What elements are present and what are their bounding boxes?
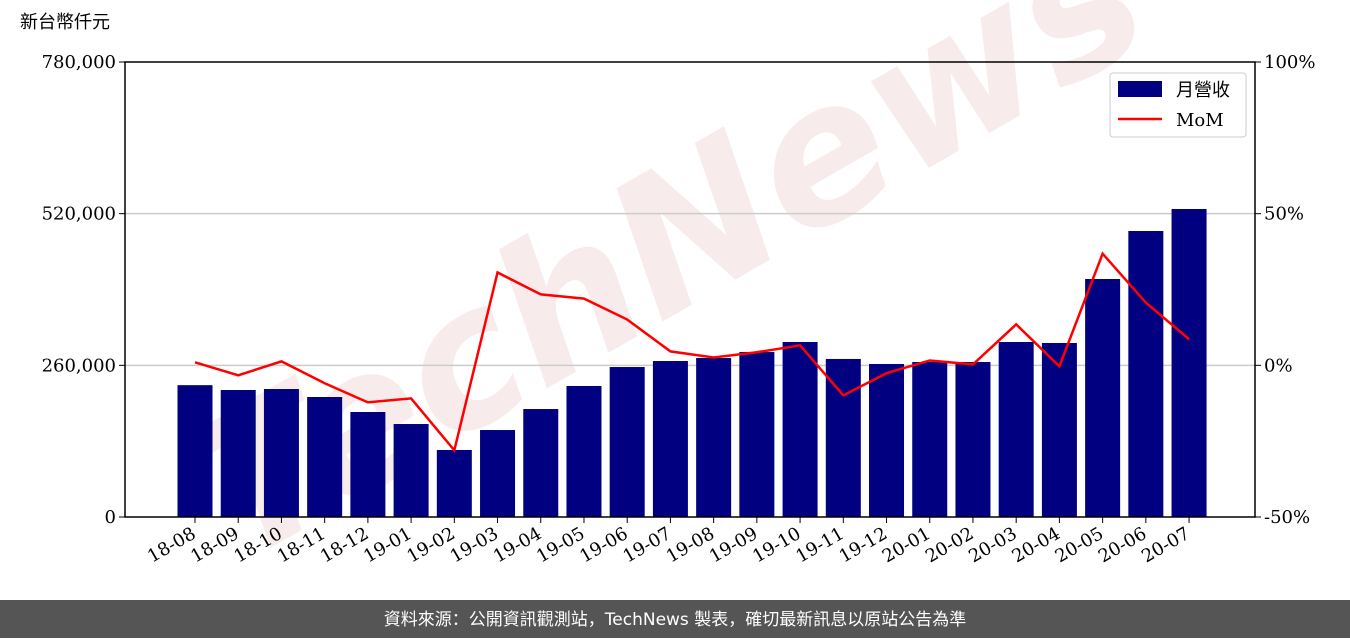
y-tick-label: 0 — [105, 507, 116, 528]
x-tick-label: 20-02 — [922, 523, 977, 567]
y2-tick-label: 50% — [1264, 204, 1304, 225]
bar — [825, 358, 861, 517]
bar — [263, 389, 299, 517]
bar — [1085, 279, 1121, 517]
bar — [350, 412, 386, 517]
mom-line — [194, 251, 1190, 453]
bar — [696, 357, 732, 517]
bar — [393, 424, 429, 517]
x-tick-label: 19-09 — [706, 523, 761, 567]
x-tick-label: 20-06 — [1095, 523, 1150, 567]
y-tick-label: 260,000 — [42, 355, 116, 376]
bar — [1128, 230, 1164, 517]
y2-tick-label: -50% — [1264, 507, 1310, 528]
x-tick-label: 19-06 — [576, 523, 631, 567]
bar — [998, 342, 1034, 517]
y2-tick-label: 0% — [1264, 355, 1293, 376]
bar — [609, 367, 645, 517]
plot-frame — [124, 61, 1256, 518]
bar — [307, 397, 343, 517]
bar — [523, 409, 559, 517]
y-tick-label: 780,000 — [42, 52, 116, 73]
bar — [1041, 342, 1077, 517]
bar — [177, 385, 213, 517]
x-tick-label: 19-05 — [533, 523, 588, 567]
source-note: 資料來源：公開資訊觀測站，TechNews 製表，確切最新訊息以原站公告為準 — [384, 610, 966, 630]
legend-label: MoM — [1176, 110, 1224, 131]
x-tick-label: 19-02 — [403, 523, 458, 567]
x-tick-label: 20-07 — [1138, 523, 1193, 567]
x-tick-label: 19-10 — [749, 523, 804, 567]
x-tick-label: 19-08 — [663, 523, 718, 567]
bar — [1171, 209, 1207, 517]
y-axis-label: 新台幣仟元 — [20, 12, 110, 33]
x-tick-label: 20-04 — [1008, 523, 1063, 567]
legend-swatch — [1118, 81, 1162, 97]
bar — [955, 362, 991, 517]
x-tick-label: 19-04 — [490, 523, 545, 567]
bar — [480, 430, 516, 517]
y2-tick-label: 100% — [1264, 52, 1315, 73]
bar — [912, 362, 948, 517]
bar — [652, 361, 688, 517]
footer-bar — [0, 600, 1350, 638]
x-tick-label: 19-07 — [619, 523, 674, 567]
x-tick-label: 19-03 — [447, 523, 502, 567]
bar — [566, 385, 602, 517]
legend-label: 月營收 — [1176, 80, 1230, 101]
x-tick-label: 18-09 — [187, 523, 242, 567]
x-tick-label: 20-05 — [1052, 523, 1107, 567]
bar — [869, 363, 905, 517]
bar — [782, 342, 818, 517]
x-tick-label: 19-11 — [792, 523, 847, 567]
y-tick-label: 520,000 — [42, 204, 116, 225]
x-tick-label: 19-12 — [836, 523, 891, 567]
x-tick-label: 18-08 — [144, 523, 199, 567]
bar — [220, 390, 256, 517]
bar — [739, 351, 775, 517]
x-tick-label: 20-03 — [965, 523, 1020, 567]
x-tick-label: 20-01 — [879, 523, 934, 567]
bar — [436, 449, 472, 517]
